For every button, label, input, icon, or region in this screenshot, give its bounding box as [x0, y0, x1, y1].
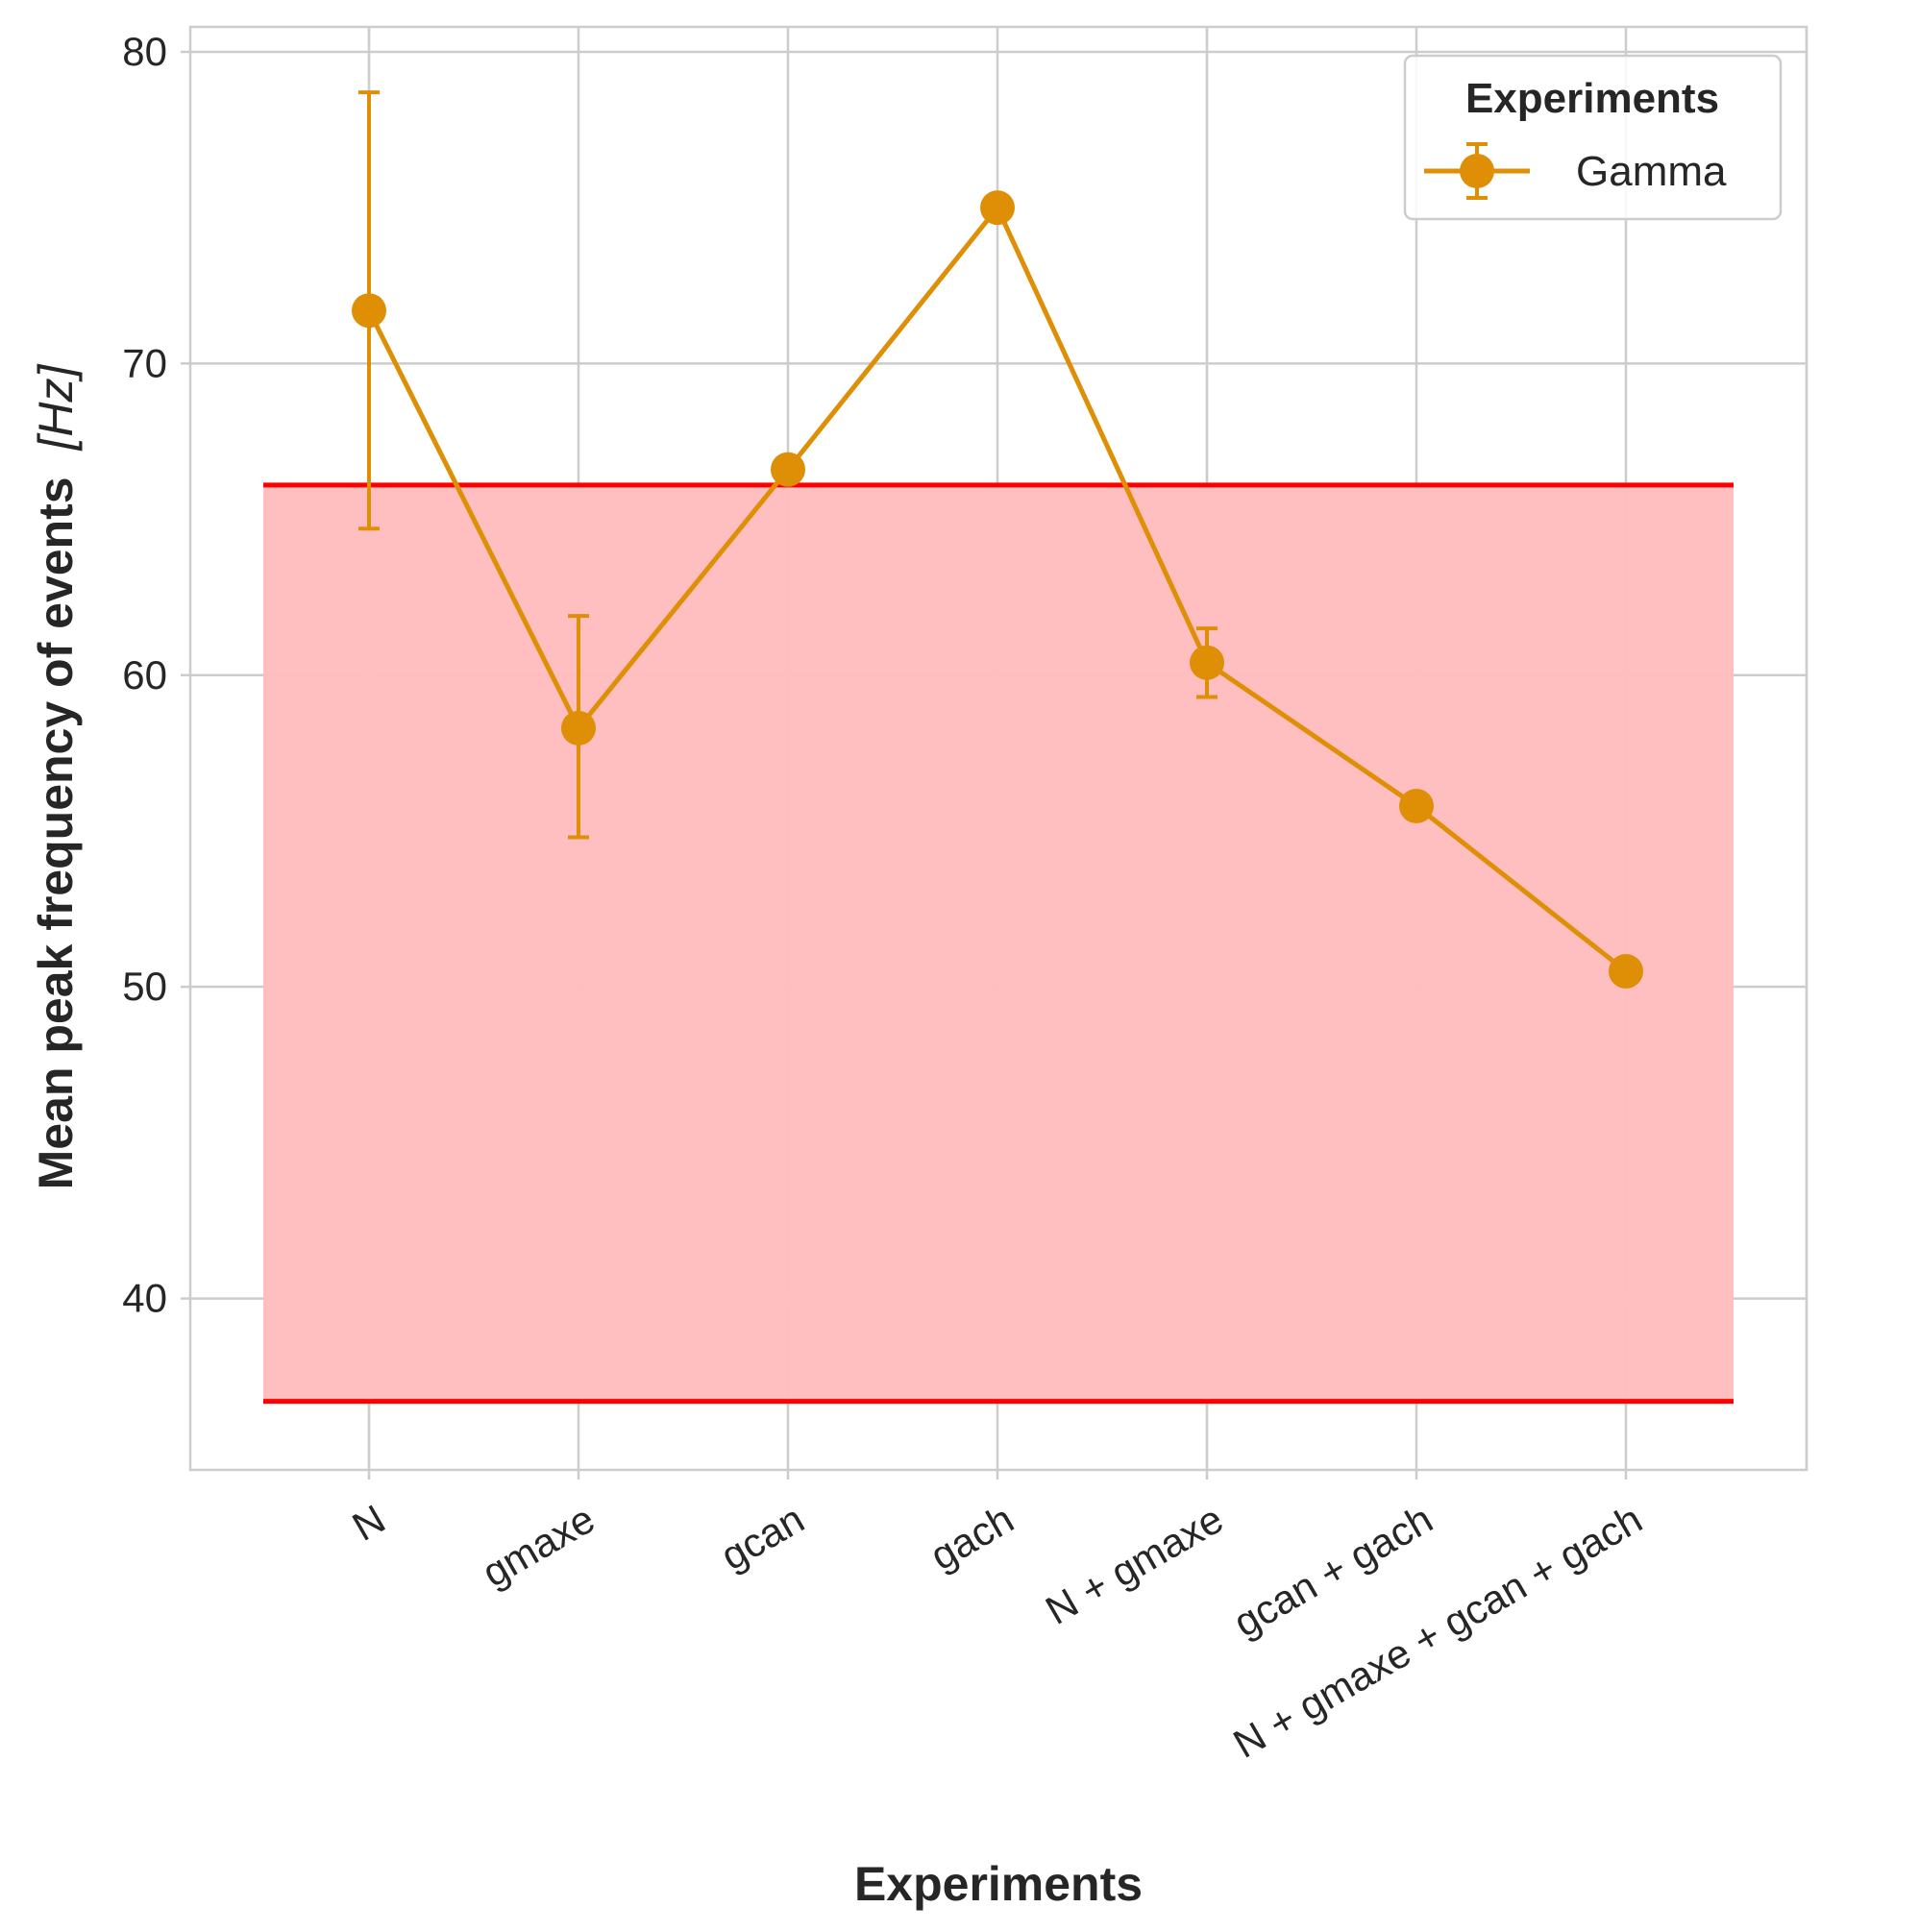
y-tick-label: 40 [122, 1276, 167, 1321]
data-point [980, 190, 1015, 226]
x-axis-title: Experiments [854, 1857, 1143, 1911]
legend-box [1403, 54, 1783, 221]
legend-entry-gamma [1424, 142, 1530, 200]
band-fill [263, 484, 1734, 1402]
y-tick-label: 80 [122, 29, 167, 74]
y-axis-title-text: Mean peak frequency of events [29, 477, 83, 1189]
x-tick-label: gmaxe [475, 1496, 603, 1596]
x-tick-label: N + gmaxe + gcan + gach [1225, 1496, 1649, 1767]
legend-label-gamma: Gamma [1576, 148, 1727, 195]
legend: Experiments Gamma [1403, 54, 1783, 221]
y-axis-title: Mean peak frequency of events [Hz] [29, 364, 83, 1190]
data-point [352, 293, 386, 329]
data-point [771, 452, 805, 487]
data-point [1399, 789, 1434, 824]
x-tick-label: N + gmaxe [1038, 1496, 1230, 1633]
legend-marker [1460, 154, 1494, 188]
x-tick-label: gcan [713, 1496, 811, 1578]
series-layer [352, 90, 1643, 989]
data-point [1609, 953, 1643, 989]
x-tick-label: N [345, 1496, 393, 1550]
y-tick-label: 50 [122, 964, 167, 1009]
x-tick-label: gach [923, 1496, 1021, 1578]
data-point [561, 710, 596, 746]
y-tick-label: 60 [122, 652, 167, 697]
reference-band [263, 482, 1734, 1405]
y-axis-unit: [Hz] [29, 364, 83, 452]
y-tick-label: 70 [122, 340, 167, 385]
data-point [1190, 645, 1224, 680]
legend-title: Experiments [1465, 75, 1719, 122]
